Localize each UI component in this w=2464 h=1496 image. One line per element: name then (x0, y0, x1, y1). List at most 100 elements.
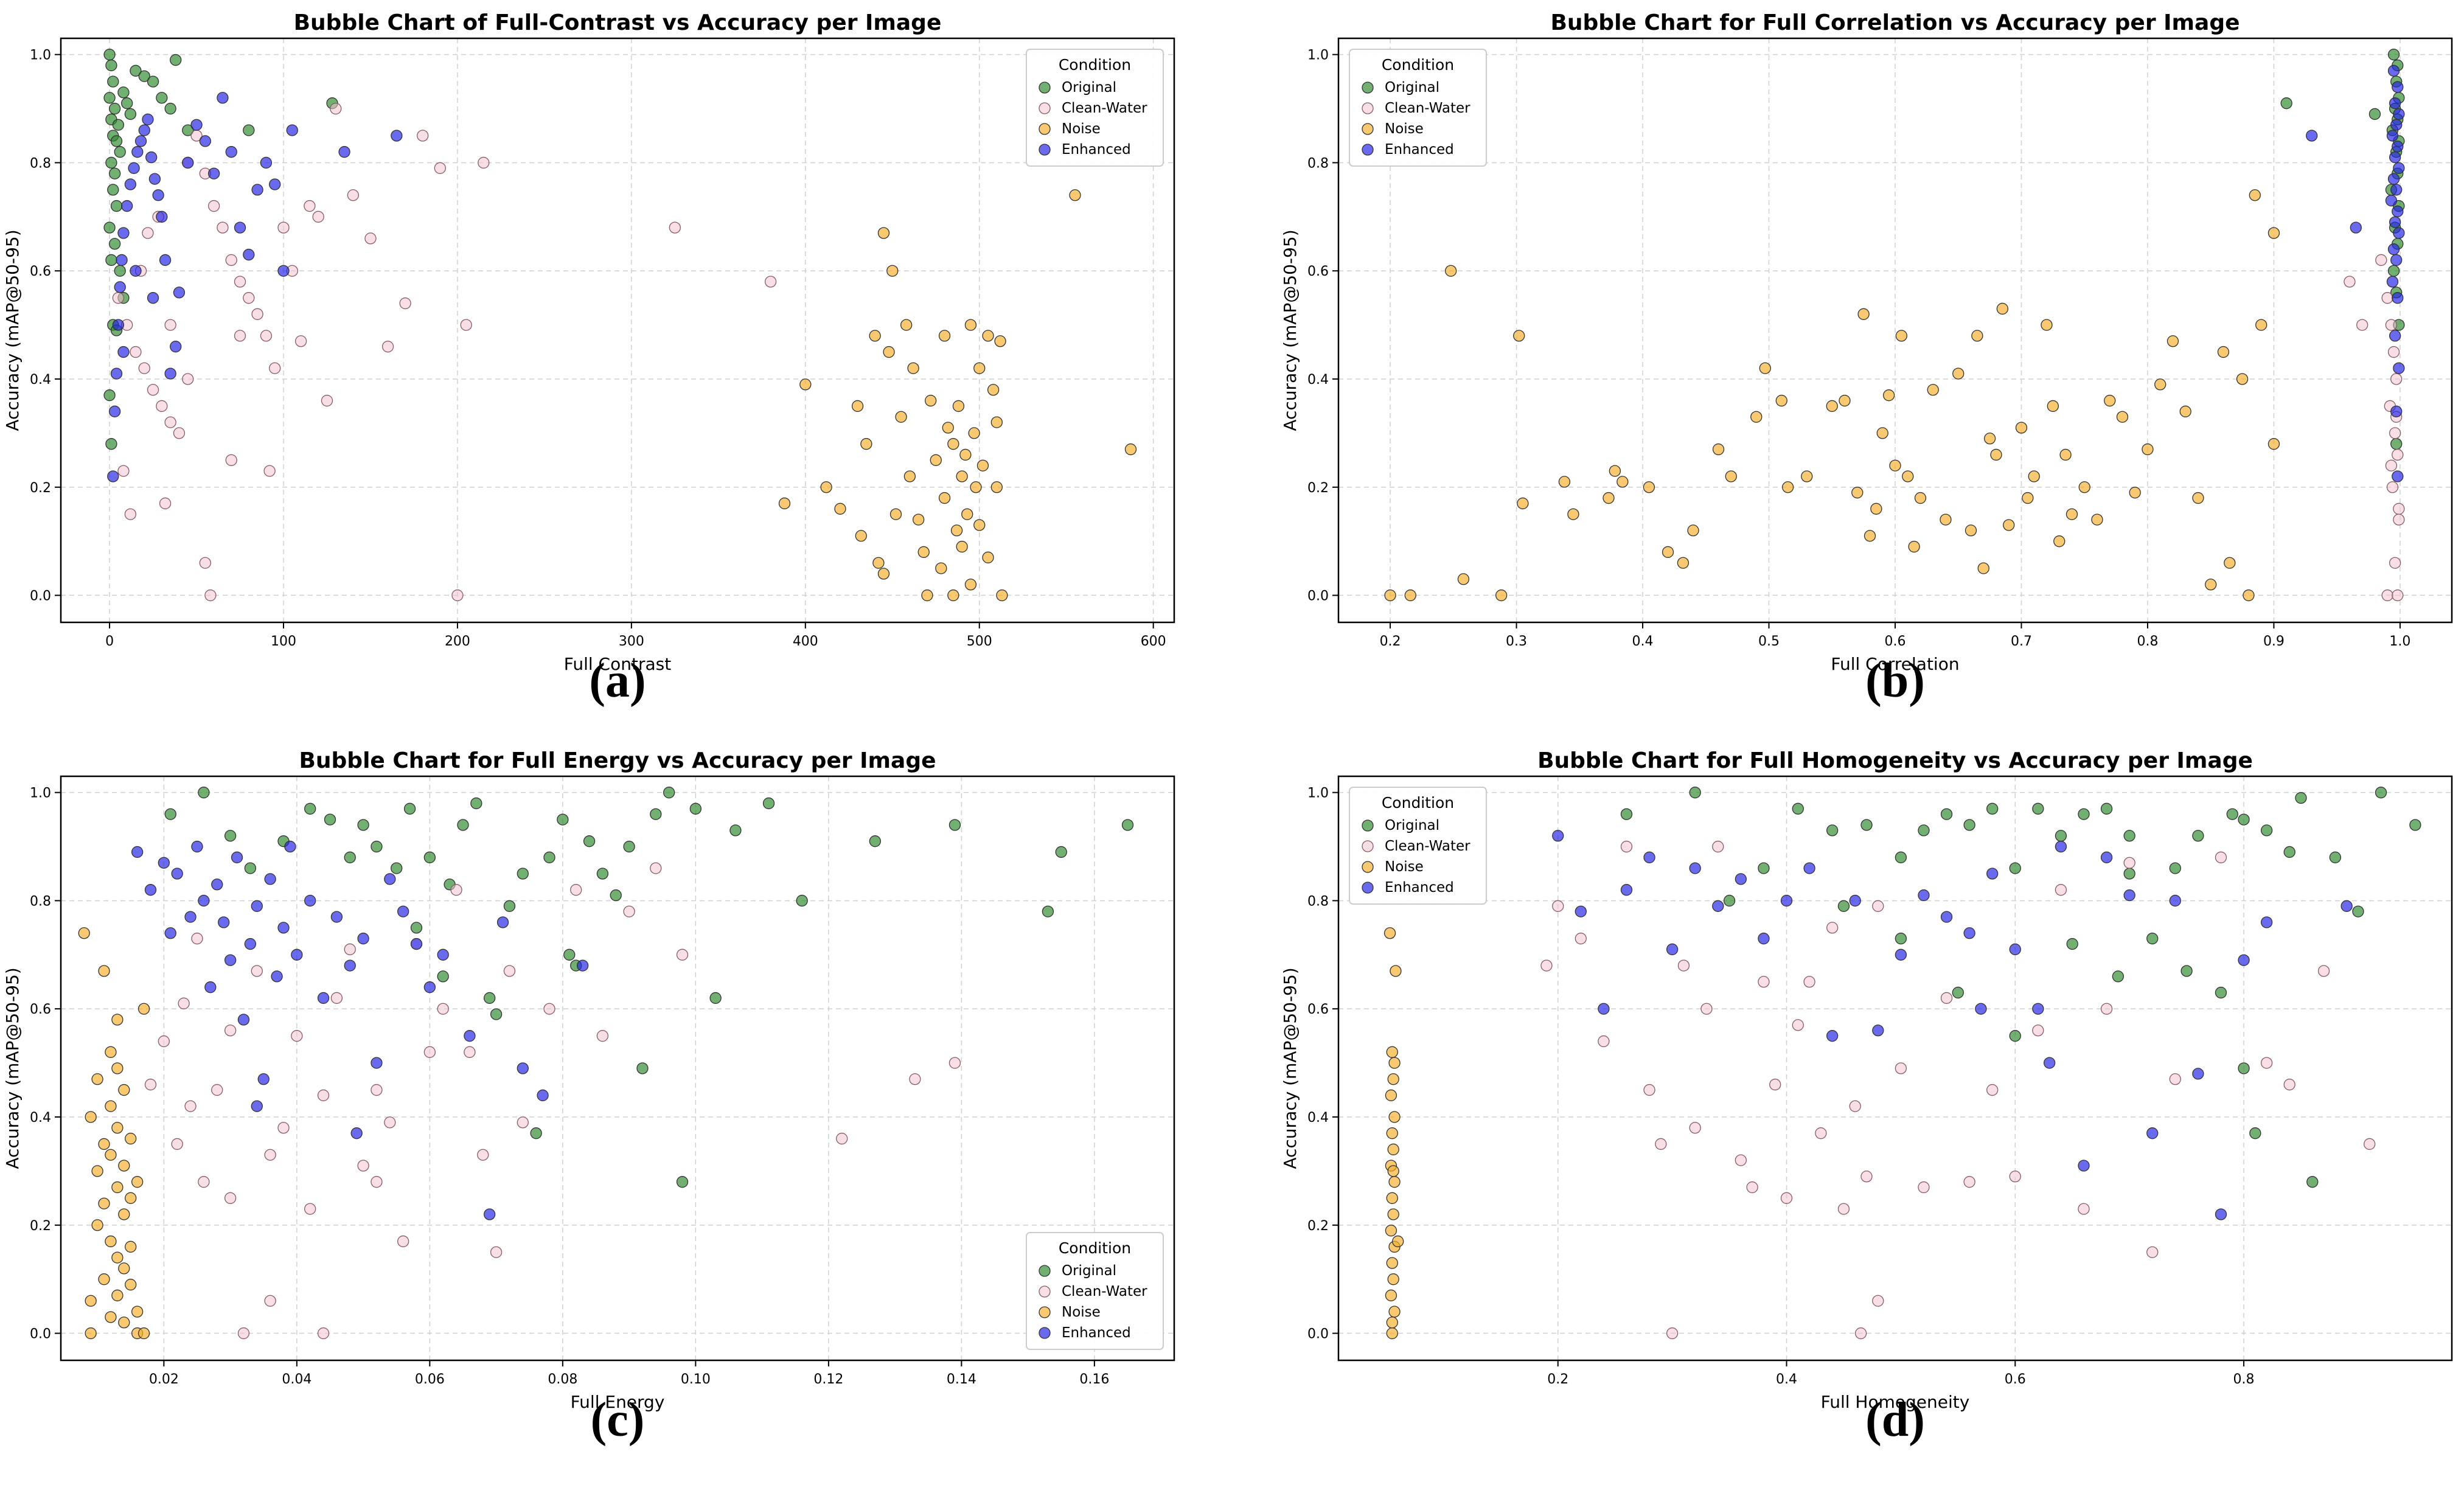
plot-frame (60, 37, 1175, 624)
data-point-enhanced (225, 146, 237, 158)
data-point-noise (1882, 389, 1895, 402)
data-point-noise (1404, 589, 1416, 602)
data-point-original (2180, 965, 2193, 977)
data-point-enhanced (2387, 173, 2400, 185)
data-point-original (112, 119, 125, 131)
data-point-noise (1895, 330, 1908, 342)
data-point-enhanced (264, 873, 276, 885)
data-point-clean-water (2169, 1073, 2181, 1085)
y-tick-label: 0.6 (30, 1002, 51, 1017)
data-point-clean-water (543, 1003, 555, 1015)
data-point-enhanced (2078, 1160, 2090, 1172)
data-point-enhanced (108, 405, 121, 417)
data-point-noise (1914, 492, 1927, 504)
data-point-clean-water (1803, 976, 1815, 988)
data-point-clean-water (263, 465, 276, 477)
data-point-noise (125, 1240, 137, 1253)
data-point-original (2390, 438, 2403, 450)
x-axis-label: Full Homogeneity (1821, 1392, 1970, 1412)
data-point-original (2249, 1127, 2261, 1139)
data-point-clean-water (2393, 503, 2405, 515)
legend: Condition Original Clean-Water Noise Enhance… (1026, 1232, 1164, 1350)
data-point-original (1758, 862, 1770, 874)
legend-label-noise: Noise (1062, 1304, 1101, 1320)
data-point-original (1895, 851, 1907, 863)
data-point-noise (1603, 492, 1615, 504)
data-point-noise (952, 400, 965, 412)
data-point-noise (1996, 302, 2009, 315)
data-point-noise (961, 508, 973, 520)
y-axis-label: Accuracy (mAP@50-95) (2, 967, 23, 1169)
data-point-enhanced (260, 156, 273, 169)
data-point-clean-water (2392, 448, 2404, 461)
data-point-original (1918, 824, 1930, 837)
data-point-noise (2116, 411, 2129, 423)
data-point-original (948, 819, 961, 831)
data-point-clean-water (211, 1084, 223, 1096)
data-point-noise (1617, 476, 1629, 488)
data-point-enhanced (317, 992, 330, 1004)
data-point-original (2146, 933, 2159, 945)
y-tick-label: 0.0 (30, 589, 51, 604)
data-point-clean-water (1872, 900, 1884, 912)
data-point-original (103, 92, 116, 104)
data-point-noise (111, 1062, 124, 1074)
data-point-noise (1643, 481, 1655, 493)
data-point-clean-water (1735, 1154, 1747, 1166)
legend-label-enhanced: Enhanced (1385, 880, 1454, 896)
data-point-enhanced (2238, 954, 2250, 966)
legend-box (1026, 49, 1164, 167)
data-point-enhanced (2393, 227, 2405, 239)
y-tick-label: 0.6 (30, 264, 51, 279)
data-point-original (105, 438, 117, 450)
data-point-clean-water (191, 933, 203, 945)
chart-title: Bubble Chart of Full-Contrast vs Accurac… (294, 10, 942, 35)
data-point-enhanced (286, 124, 298, 136)
data-point-clean-water (224, 1192, 237, 1204)
data-point-enhanced (1986, 868, 1999, 880)
data-point-enhanced (199, 135, 211, 147)
data-point-clean-water (224, 1025, 237, 1037)
data-point-clean-water (1792, 1019, 1804, 1031)
data-point-noise (913, 513, 925, 526)
data-point-enhanced (277, 922, 290, 934)
legend-label-clean-water: Clean-Water (1385, 838, 1470, 854)
data-point-clean-water (423, 1046, 436, 1058)
data-point-enhanced (2340, 900, 2353, 912)
data-point-noise (118, 1084, 130, 1096)
data-point-original (105, 59, 117, 72)
data-point-clean-water (1780, 1192, 1793, 1204)
legend-marker-enhanced (1362, 882, 1374, 894)
data-point-enhanced (1735, 873, 1747, 885)
data-point-original (2055, 830, 2067, 842)
x-tick-label: 0.2 (1547, 1372, 1568, 1387)
data-point-enhanced (1849, 894, 1861, 907)
plot-area (61, 38, 1174, 622)
data-point-noise (1387, 1165, 1399, 1177)
data-point-noise (85, 1111, 97, 1123)
data-point-noise (964, 579, 977, 591)
data-point-noise (877, 568, 890, 580)
data-point-clean-water (1643, 1084, 1655, 1096)
y-tick-label: 0.2 (1307, 481, 1329, 496)
data-point-enhanced (330, 911, 343, 923)
series-original (164, 787, 1134, 1188)
data-point-noise (105, 1311, 117, 1323)
data-point-original (1860, 819, 1873, 831)
data-point-enhanced (204, 981, 217, 993)
data-point-clean-water (158, 1035, 170, 1048)
data-point-noise (1567, 508, 1579, 520)
data-point-noise (1384, 589, 1396, 602)
data-point-noise (1889, 459, 1901, 471)
data-point-enhanced (121, 200, 133, 212)
data-point-clean-water (477, 1149, 489, 1161)
x-tick-label: 0.08 (548, 1372, 577, 1387)
data-point-enhanced (1689, 862, 1701, 874)
data-point-original (2009, 862, 2021, 874)
data-point-original (164, 102, 176, 115)
data-point-enhanced (2392, 292, 2404, 304)
x-tick-label: 0.7 (2011, 634, 2032, 649)
data-point-noise (1712, 443, 1725, 456)
data-point-noise (1386, 1127, 1398, 1139)
data-point-clean-water (217, 221, 229, 234)
